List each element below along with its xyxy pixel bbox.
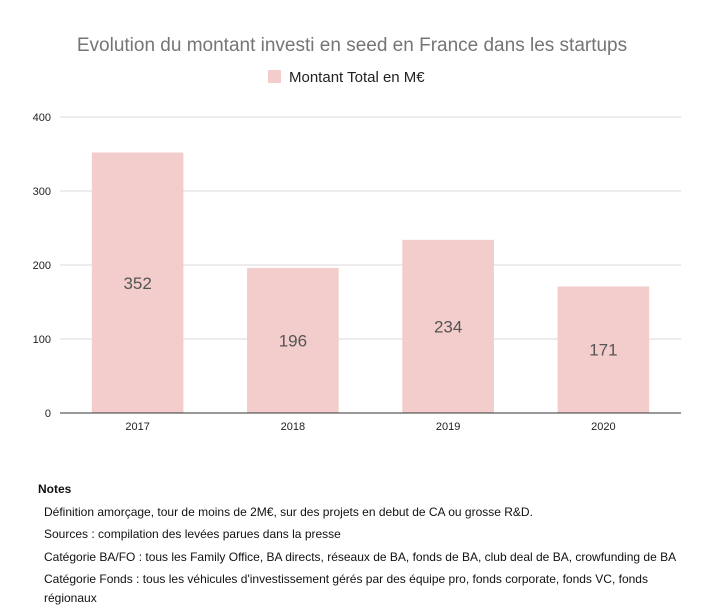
y-tick-label: 200 [33,260,51,272]
legend-swatch [268,70,281,83]
x-tick-label: 2017 [125,421,149,433]
x-tick-label: 2019 [436,421,460,433]
x-axis-ticks: 2017 2018 2019 2020 [125,421,615,433]
notes-title: Notes [38,482,72,496]
notes-section: Notes Définition amorçage, tour de moins… [38,480,678,612]
y-tick-label: 300 [33,186,51,198]
bars [91,152,650,413]
y-tick-label: 0 [45,408,51,420]
legend: Montant Total en M€ [268,69,425,86]
y-tick-label: 400 [33,112,51,124]
data-label-2019: 234 [434,317,462,336]
data-labels: 352 196 234 171 [123,274,617,360]
data-label-2017: 352 [123,274,151,293]
legend-label: Montant Total en M€ [289,69,425,86]
note-category-ba-fo: Catégorie BA/FO : tous les Family Office… [44,549,677,564]
y-tick-label: 100 [33,334,51,346]
note-category-fonds: Catégorie Fonds : tous les véhicules d'i… [44,572,648,605]
bar-2017 [91,152,184,413]
y-axis-ticks: 0 100 200 300 400 [33,112,51,420]
data-label-2018: 196 [279,331,307,350]
bar-2019 [402,239,494,413]
x-tick-label: 2018 [281,421,305,433]
note-definition-text: Définition amorçage, tour de moins de 2M… [44,504,533,519]
bar-chart: Evolution du montant investi en seed en … [33,35,681,433]
x-tick-label: 2020 [591,421,615,433]
chart-title: Evolution du montant investi en seed en … [77,35,627,56]
data-label-2020: 171 [589,341,617,360]
note-sources: Sources : compilation des levées parues … [44,527,341,542]
bar-2020 [557,286,650,413]
bar-2018 [247,267,339,413]
note-definition: Définition amorçage, tour de moins de 2M… [38,503,678,522]
